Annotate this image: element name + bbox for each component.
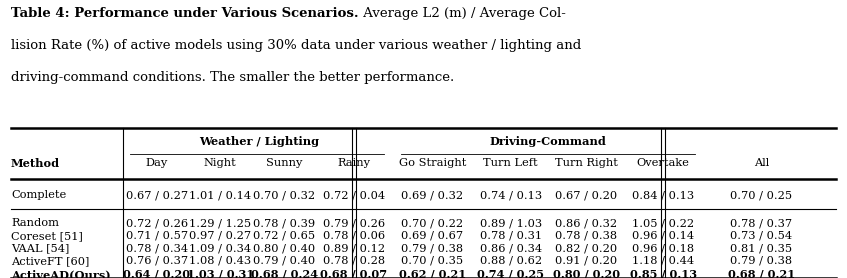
Text: 0.64 / 0.20: 0.64 / 0.20 [123, 269, 191, 278]
Text: 1.05 / 0.22: 1.05 / 0.22 [632, 218, 695, 228]
Text: 0.78 / 0.06: 0.78 / 0.06 [323, 231, 385, 241]
Text: Go Straight: Go Straight [399, 158, 466, 168]
Text: 1.03 / 0.31: 1.03 / 0.31 [186, 269, 254, 278]
Text: 0.70 / 0.22: 0.70 / 0.22 [401, 218, 463, 228]
Text: 0.79 / 0.38: 0.79 / 0.38 [730, 256, 793, 266]
Text: 0.97 / 0.27: 0.97 / 0.27 [189, 231, 252, 241]
Text: Average L2 (m) / Average Col-: Average L2 (m) / Average Col- [358, 7, 566, 20]
Text: 0.74 / 0.25: 0.74 / 0.25 [477, 269, 545, 278]
Text: 1.08 / 0.43: 1.08 / 0.43 [189, 256, 252, 266]
Text: 1.18 / 0.44: 1.18 / 0.44 [632, 256, 695, 266]
Text: 0.78 / 0.37: 0.78 / 0.37 [730, 218, 793, 228]
Text: ActiveFT [60]: ActiveFT [60] [11, 256, 90, 266]
Text: Random: Random [11, 218, 59, 228]
Text: Sunny: Sunny [266, 158, 302, 168]
Text: Method: Method [11, 158, 60, 170]
Text: 0.68 / 0.07: 0.68 / 0.07 [320, 269, 388, 278]
Text: 0.72 / 0.26: 0.72 / 0.26 [125, 218, 188, 228]
Text: 1.01 / 0.14: 1.01 / 0.14 [189, 190, 252, 200]
Text: 0.72 / 0.04: 0.72 / 0.04 [323, 190, 385, 200]
Text: 0.78 / 0.28: 0.78 / 0.28 [323, 256, 385, 266]
Text: 0.80 / 0.20: 0.80 / 0.20 [552, 269, 620, 278]
Text: 1.09 / 0.34: 1.09 / 0.34 [189, 243, 252, 253]
Text: VAAL [54]: VAAL [54] [11, 243, 69, 253]
Text: Complete: Complete [11, 190, 66, 200]
Text: 0.67 / 0.20: 0.67 / 0.20 [555, 190, 617, 200]
Text: 0.78 / 0.38: 0.78 / 0.38 [555, 231, 617, 241]
Text: 0.80 / 0.40: 0.80 / 0.40 [253, 243, 315, 253]
Text: 0.84 / 0.13: 0.84 / 0.13 [632, 190, 695, 200]
Text: Overtake: Overtake [637, 158, 689, 168]
Text: 0.70 / 0.32: 0.70 / 0.32 [253, 190, 315, 200]
Text: 0.73 / 0.54: 0.73 / 0.54 [730, 231, 793, 241]
Text: 0.79 / 0.40: 0.79 / 0.40 [253, 256, 315, 266]
Text: 0.78 / 0.34: 0.78 / 0.34 [125, 243, 188, 253]
Text: 0.78 / 0.31: 0.78 / 0.31 [479, 231, 542, 241]
Text: lision Rate (%) of active models using 30% data under various weather / lighting: lision Rate (%) of active models using 3… [11, 39, 581, 52]
Text: 0.69 / 0.32: 0.69 / 0.32 [401, 190, 463, 200]
Text: 0.69 / 0.67: 0.69 / 0.67 [401, 231, 463, 241]
Text: 0.96 / 0.14: 0.96 / 0.14 [632, 231, 695, 241]
Text: Day: Day [146, 158, 168, 168]
Text: 0.86 / 0.34: 0.86 / 0.34 [479, 243, 542, 253]
Text: 0.79 / 0.38: 0.79 / 0.38 [401, 243, 463, 253]
Text: 0.91 / 0.20: 0.91 / 0.20 [555, 256, 617, 266]
Text: 0.78 / 0.39: 0.78 / 0.39 [253, 218, 315, 228]
Text: All: All [754, 158, 769, 168]
Text: 0.88 / 0.62: 0.88 / 0.62 [479, 256, 542, 266]
Text: 0.70 / 0.35: 0.70 / 0.35 [401, 256, 463, 266]
Text: driving-command conditions. The smaller the better performance.: driving-command conditions. The smaller … [11, 71, 454, 84]
Text: Rainy: Rainy [338, 158, 370, 168]
Text: ActiveAD(Ours): ActiveAD(Ours) [11, 269, 111, 278]
Text: 0.82 / 0.20: 0.82 / 0.20 [555, 243, 617, 253]
Text: 0.68 / 0.21: 0.68 / 0.21 [728, 269, 795, 278]
Text: 0.79 / 0.26: 0.79 / 0.26 [323, 218, 385, 228]
Text: 0.89 / 1.03: 0.89 / 1.03 [479, 218, 542, 228]
Text: 0.85 / 0.13: 0.85 / 0.13 [629, 269, 697, 278]
Text: 0.96 / 0.18: 0.96 / 0.18 [632, 243, 695, 253]
Text: 0.76 / 0.37: 0.76 / 0.37 [125, 256, 188, 266]
Text: Turn Left: Turn Left [484, 158, 538, 168]
Text: 1.29 / 1.25: 1.29 / 1.25 [189, 218, 252, 228]
Text: Driving-Command: Driving-Command [490, 136, 606, 147]
Text: 0.62 / 0.21: 0.62 / 0.21 [399, 269, 466, 278]
Text: 0.74 / 0.13: 0.74 / 0.13 [479, 190, 542, 200]
Text: 0.89 / 0.12: 0.89 / 0.12 [323, 243, 385, 253]
Text: 0.70 / 0.25: 0.70 / 0.25 [730, 190, 793, 200]
Text: Weather / Lighting: Weather / Lighting [199, 136, 318, 147]
Text: Night: Night [204, 158, 236, 168]
Text: Turn Right: Turn Right [555, 158, 617, 168]
Text: 0.68 / 0.24: 0.68 / 0.24 [251, 269, 318, 278]
Text: 0.72 / 0.65: 0.72 / 0.65 [253, 231, 315, 241]
Text: 0.81 / 0.35: 0.81 / 0.35 [730, 243, 793, 253]
Text: 0.67 / 0.27: 0.67 / 0.27 [125, 190, 188, 200]
Text: 0.71 / 0.57: 0.71 / 0.57 [125, 231, 188, 241]
Text: 0.86 / 0.32: 0.86 / 0.32 [555, 218, 617, 228]
Text: Coreset [51]: Coreset [51] [11, 231, 83, 241]
Text: Table 4: Performance under Various Scenarios.: Table 4: Performance under Various Scena… [11, 7, 358, 20]
